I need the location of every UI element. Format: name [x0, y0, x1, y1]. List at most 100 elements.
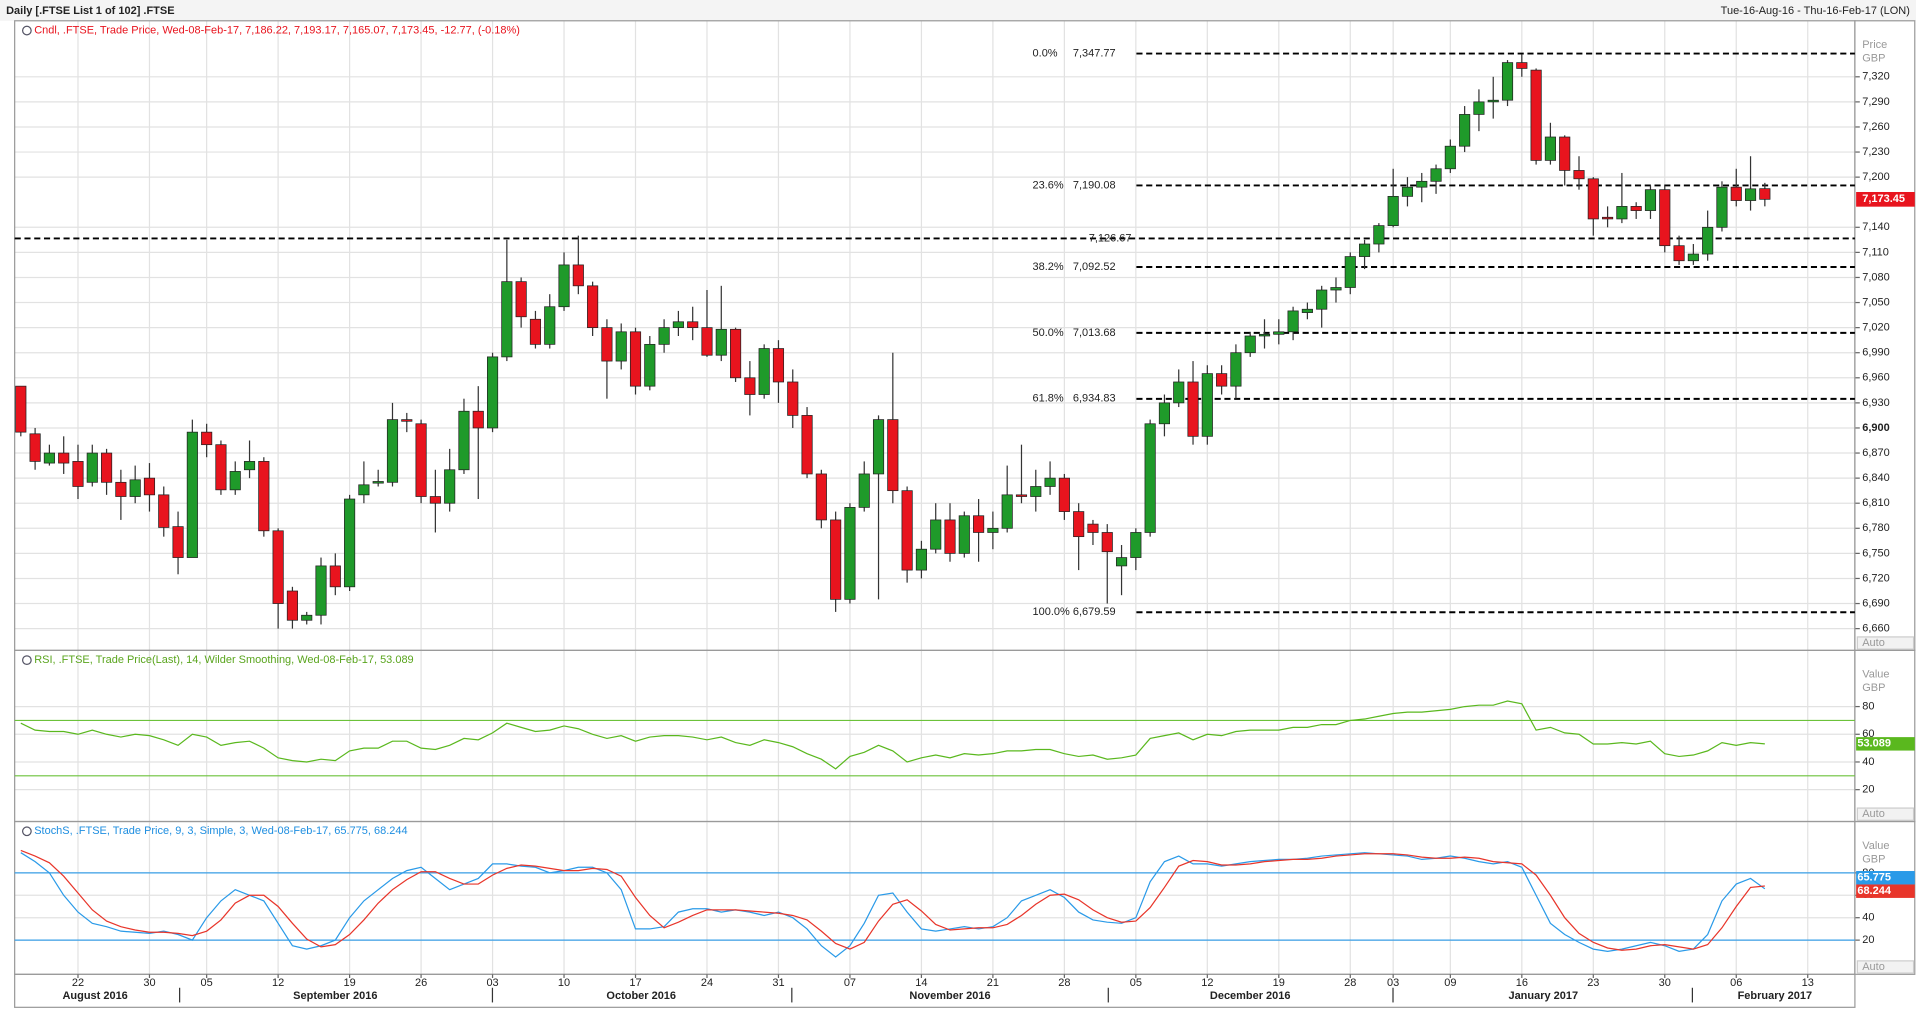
- candle-body: [715, 328, 727, 356]
- candle-body: [1087, 523, 1099, 533]
- last-value-box: [1856, 871, 1915, 885]
- panel: 6,660 6,690 6,720 6,750 6,780 6,810 6,840 6,870…: [14, 20, 1916, 651]
- candle-body: [915, 548, 927, 571]
- candle-body: [1316, 289, 1328, 310]
- y-tick-label: 6,990: [1862, 347, 1889, 359]
- candle-body: [1602, 216, 1614, 220]
- candle-body: [1687, 253, 1699, 262]
- x-tick-label: 17: [629, 977, 641, 989]
- y-tick-label: 6,900: [1862, 422, 1889, 434]
- x-tick-label: 12: [272, 977, 284, 989]
- y-tick-label: 6,810: [1862, 497, 1889, 509]
- auto-box: [1856, 960, 1915, 974]
- x-tick-label: 28: [1058, 977, 1070, 989]
- auto-box: [1856, 636, 1915, 650]
- title-bar: [0, 0, 1916, 21]
- candle-body: [887, 419, 899, 492]
- candle-body: [1401, 186, 1414, 197]
- candle-body: [1201, 373, 1213, 437]
- candle-body: [115, 481, 127, 497]
- y-tick-label: 7,260: [1862, 121, 1889, 133]
- candle-body: [830, 519, 842, 600]
- candle-body: [1301, 308, 1313, 313]
- candle-body: [458, 410, 470, 471]
- x-tick-label: 05: [1130, 977, 1142, 989]
- axis-mode: Auto: [1862, 808, 1885, 820]
- month-label: November 2016: [909, 990, 990, 1002]
- x-tick-label: 13: [1802, 977, 1814, 989]
- y-tick-label: 6,690: [1862, 597, 1889, 609]
- fib-value: 7,013.68: [1073, 327, 1116, 339]
- candle-body: [344, 498, 356, 588]
- month-label: December 2016: [1210, 990, 1291, 1002]
- y-tick-label: 6,750: [1862, 547, 1889, 559]
- candle-body: [158, 494, 170, 528]
- candle-body: [1659, 189, 1671, 247]
- candle-body: [1716, 186, 1728, 228]
- last-value-label: 65.775: [1857, 872, 1891, 884]
- candle-body: [129, 479, 141, 497]
- candle-body: [358, 484, 370, 496]
- candle-body: [58, 452, 70, 464]
- candle-body: [1616, 206, 1628, 220]
- candle-body: [1258, 333, 1271, 337]
- candle-body: [558, 264, 570, 308]
- candle-body: [1530, 69, 1542, 161]
- indicator-line: [20, 852, 1766, 958]
- candle-body: [572, 264, 584, 287]
- x-tick-label: 16: [1516, 977, 1528, 989]
- legend-icon: [21, 655, 32, 666]
- candle-body: [1273, 331, 1285, 335]
- candle-body: [172, 526, 184, 558]
- candle-body: [1630, 206, 1642, 211]
- candle-body: [1030, 486, 1042, 497]
- x-tick-label: 14: [915, 977, 927, 989]
- candle-body: [1544, 136, 1556, 161]
- candle-body: [1115, 557, 1128, 567]
- legend-text: RSI, .FTSE, Trade Price(Last), 14, Wilde…: [34, 654, 413, 666]
- y-tick-label: 7,230: [1862, 146, 1889, 158]
- candle-body: [43, 452, 55, 464]
- last-value-box: [1856, 884, 1915, 898]
- candle-body: [587, 285, 599, 328]
- candle-body: [1001, 494, 1013, 529]
- panel: 20406080ValueGBPAutoStochS, .FTSE, Trade…: [14, 820, 1916, 975]
- x-tick-label: 10: [558, 977, 570, 989]
- candle-body: [1073, 511, 1085, 538]
- axis-title: Price: [1862, 39, 1887, 51]
- candle-body: [372, 481, 384, 484]
- candle-body: [730, 328, 742, 379]
- fib-percent: 38.2%: [1033, 261, 1064, 273]
- x-tick-label: 24: [701, 977, 713, 989]
- candle-body: [772, 348, 785, 383]
- candle-body: [1216, 373, 1228, 387]
- x-tick-label: 26: [415, 977, 427, 989]
- candle-body: [1444, 145, 1456, 170]
- y-tick-label: 6,840: [1862, 472, 1889, 484]
- month-label: February 2017: [1738, 990, 1812, 1002]
- candle-body: [701, 327, 713, 356]
- candle-body: [758, 348, 770, 395]
- x-tick-label: 22: [72, 977, 84, 989]
- candle-body: [1430, 168, 1442, 182]
- candle-body: [286, 590, 298, 621]
- candle-body: [615, 331, 627, 362]
- candle-body: [143, 477, 156, 496]
- horizontal-line-label: 7,126.67: [1089, 232, 1132, 244]
- candle-body: [86, 452, 98, 483]
- x-tick-label: 07: [844, 977, 856, 989]
- axis-unit: GBP: [1862, 53, 1885, 65]
- x-tick-label: 03: [486, 977, 498, 989]
- candle-body: [629, 331, 642, 387]
- y-tick-label: 6,870: [1862, 447, 1889, 459]
- candle-body: [1673, 245, 1685, 262]
- x-tick-label: 23: [1587, 977, 1599, 989]
- last-price-label: 7,173.45: [1862, 193, 1905, 205]
- candle-body: [501, 281, 513, 358]
- candle-body: [72, 461, 84, 487]
- candle-body: [644, 343, 656, 387]
- x-tick-label: 21: [987, 977, 999, 989]
